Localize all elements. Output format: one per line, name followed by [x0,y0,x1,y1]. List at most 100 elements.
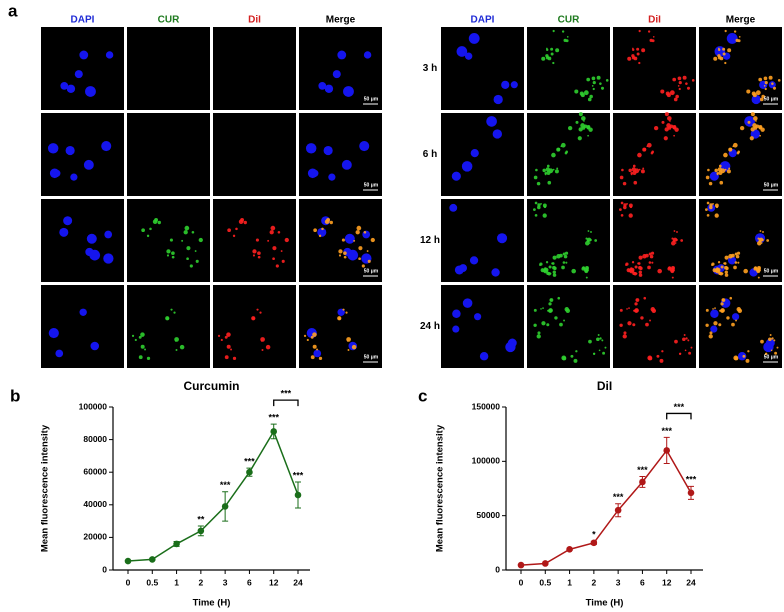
fluorescent-speck [622,181,627,186]
micrograph [41,113,124,196]
fluorescent-speck [672,77,677,82]
fluorescent-speck [546,47,548,50]
fluorescent-speck [769,334,772,336]
row-label: 12 h [420,235,440,246]
nucleus [468,32,480,44]
micrograph [527,199,610,282]
fluorescent-speck [711,263,714,266]
micrograph [613,199,696,282]
micrograph [527,285,610,368]
fluorescent-speck [260,337,265,342]
nucleus [55,349,64,358]
fluorescent-speck [638,265,642,270]
fluorescent-speck [646,145,649,148]
y-tick-label: 40000 [83,499,107,509]
fluorescent-speck [636,47,640,51]
nucleus [66,84,76,93]
nucleus [86,233,97,244]
fluorescent-speck [630,172,633,175]
fluorescent-speck [341,238,345,242]
fluorescent-speck [552,265,556,270]
fluorescent-speck [546,323,550,327]
fluorescent-speck [585,268,589,272]
fluorescent-speck [734,261,738,264]
image-background [127,27,210,110]
fluorescent-speck [347,348,350,351]
nucleus [317,227,327,237]
channel-header: CUR [558,15,580,26]
fluorescent-speck [226,332,231,337]
micrograph [441,27,524,110]
fluorescent-speck [361,264,365,268]
fluorescent-speck [561,142,566,148]
nucleus [492,129,502,139]
nucleus [323,145,333,156]
micrograph [441,199,524,282]
micrograph [527,112,610,196]
y-tick-label: 80000 [83,434,107,444]
fluorescent-speck [637,152,642,158]
fluorescent-speck [586,239,590,243]
significance-label: *** [293,470,304,480]
micrograph [441,113,524,196]
fluorescent-speck [737,261,740,264]
comparison-label: *** [281,388,292,398]
fluorescent-speck [724,270,728,274]
fluorescent-speck [757,276,760,279]
significance-label: *** [637,465,648,475]
nucleus [479,351,489,361]
fluorescent-speck [550,52,554,56]
nucleus [470,149,479,158]
fluorescent-speck [186,257,189,261]
channel-header: CUR [158,15,180,26]
fluorescent-speck [535,168,538,172]
y-tick-label: 150000 [472,401,501,411]
fluorescent-speck [546,271,550,276]
image-background [127,285,210,368]
fluorescent-speck [343,255,347,259]
fluorescent-speck [714,307,716,309]
fluorescent-speck [144,348,147,351]
fluorescent-speck [597,334,600,336]
significance-label: * [592,530,596,540]
fluorescent-speck [226,344,231,349]
fluorescent-speck [570,354,574,358]
fluorescent-speck [552,273,557,277]
fluorescent-speck [598,349,601,352]
fluorescent-speck [637,262,640,265]
micrograph: 50 μm [699,285,782,368]
fluorescent-speck [632,164,636,168]
data-point [687,489,695,497]
fluorescent-speck [592,81,596,85]
fluorescent-speck [534,201,538,205]
scale-bar-label: 50 μm [764,268,779,274]
scale-bar-label: 50 μm [764,182,779,188]
fluorescent-speck [758,239,762,243]
channel-header: DiI [648,15,661,26]
fluorescent-speck [735,319,737,322]
fluorescent-speck [738,36,741,38]
fluorescent-speck [157,220,161,225]
x-tick-label: 24 [686,577,696,587]
image-background [299,113,382,196]
y-tick-label: 0 [495,564,500,574]
significance-label: *** [220,480,231,490]
x-tick-label: 1 [567,577,572,587]
fluorescent-speck [251,316,256,321]
fluorescent-speck [642,147,647,152]
fluorescent-speck [621,168,624,172]
fluorescent-speck [564,251,569,255]
fluorescent-speck [540,308,542,310]
fluorescent-speck [628,168,632,173]
fluorescent-speck [742,354,746,358]
fluorescent-speck [674,242,677,244]
fluorescent-speck [628,203,633,208]
nucleus [469,256,479,265]
fluorescent-speck [337,316,342,321]
fluorescent-speck [217,334,221,338]
fluorescent-speck [729,296,733,300]
fluorescent-speck [645,322,649,327]
fluorescent-speck [551,262,554,265]
micrograph [613,27,696,110]
nucleus [710,325,718,333]
